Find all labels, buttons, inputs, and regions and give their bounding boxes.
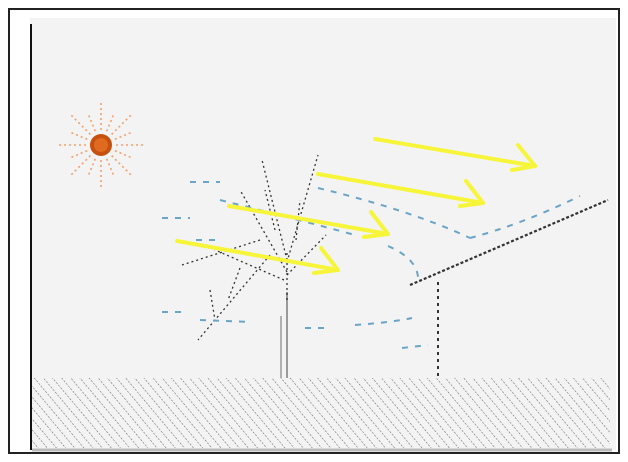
sun-ray — [69, 155, 91, 177]
sun-ray — [69, 113, 91, 135]
sun-ray — [114, 150, 133, 159]
sun-ray — [69, 150, 88, 159]
air-flow-icon — [162, 181, 581, 349]
sun-icon — [57, 101, 145, 189]
sun-rays — [57, 101, 145, 189]
sunlight-arrow-icon — [175, 239, 340, 275]
sunlight-arrows — [175, 137, 537, 275]
tree-icon — [181, 154, 327, 378]
sunlight-arrow-icon — [227, 204, 390, 239]
sunlight-arrow-icon — [373, 137, 537, 172]
sun-ray — [106, 158, 115, 177]
sun-ray — [111, 113, 133, 135]
sun-ray — [114, 131, 133, 140]
sun-ray — [106, 113, 115, 132]
sun-ray — [111, 155, 133, 177]
sun-ray — [87, 158, 96, 177]
roof-line — [409, 198, 609, 287]
sun-ray — [69, 131, 88, 140]
ground-icon — [32, 378, 612, 452]
lean-to-roof-icon — [409, 198, 609, 380]
sun-ray — [87, 113, 96, 132]
sunlight-arrow-icon — [316, 172, 485, 208]
